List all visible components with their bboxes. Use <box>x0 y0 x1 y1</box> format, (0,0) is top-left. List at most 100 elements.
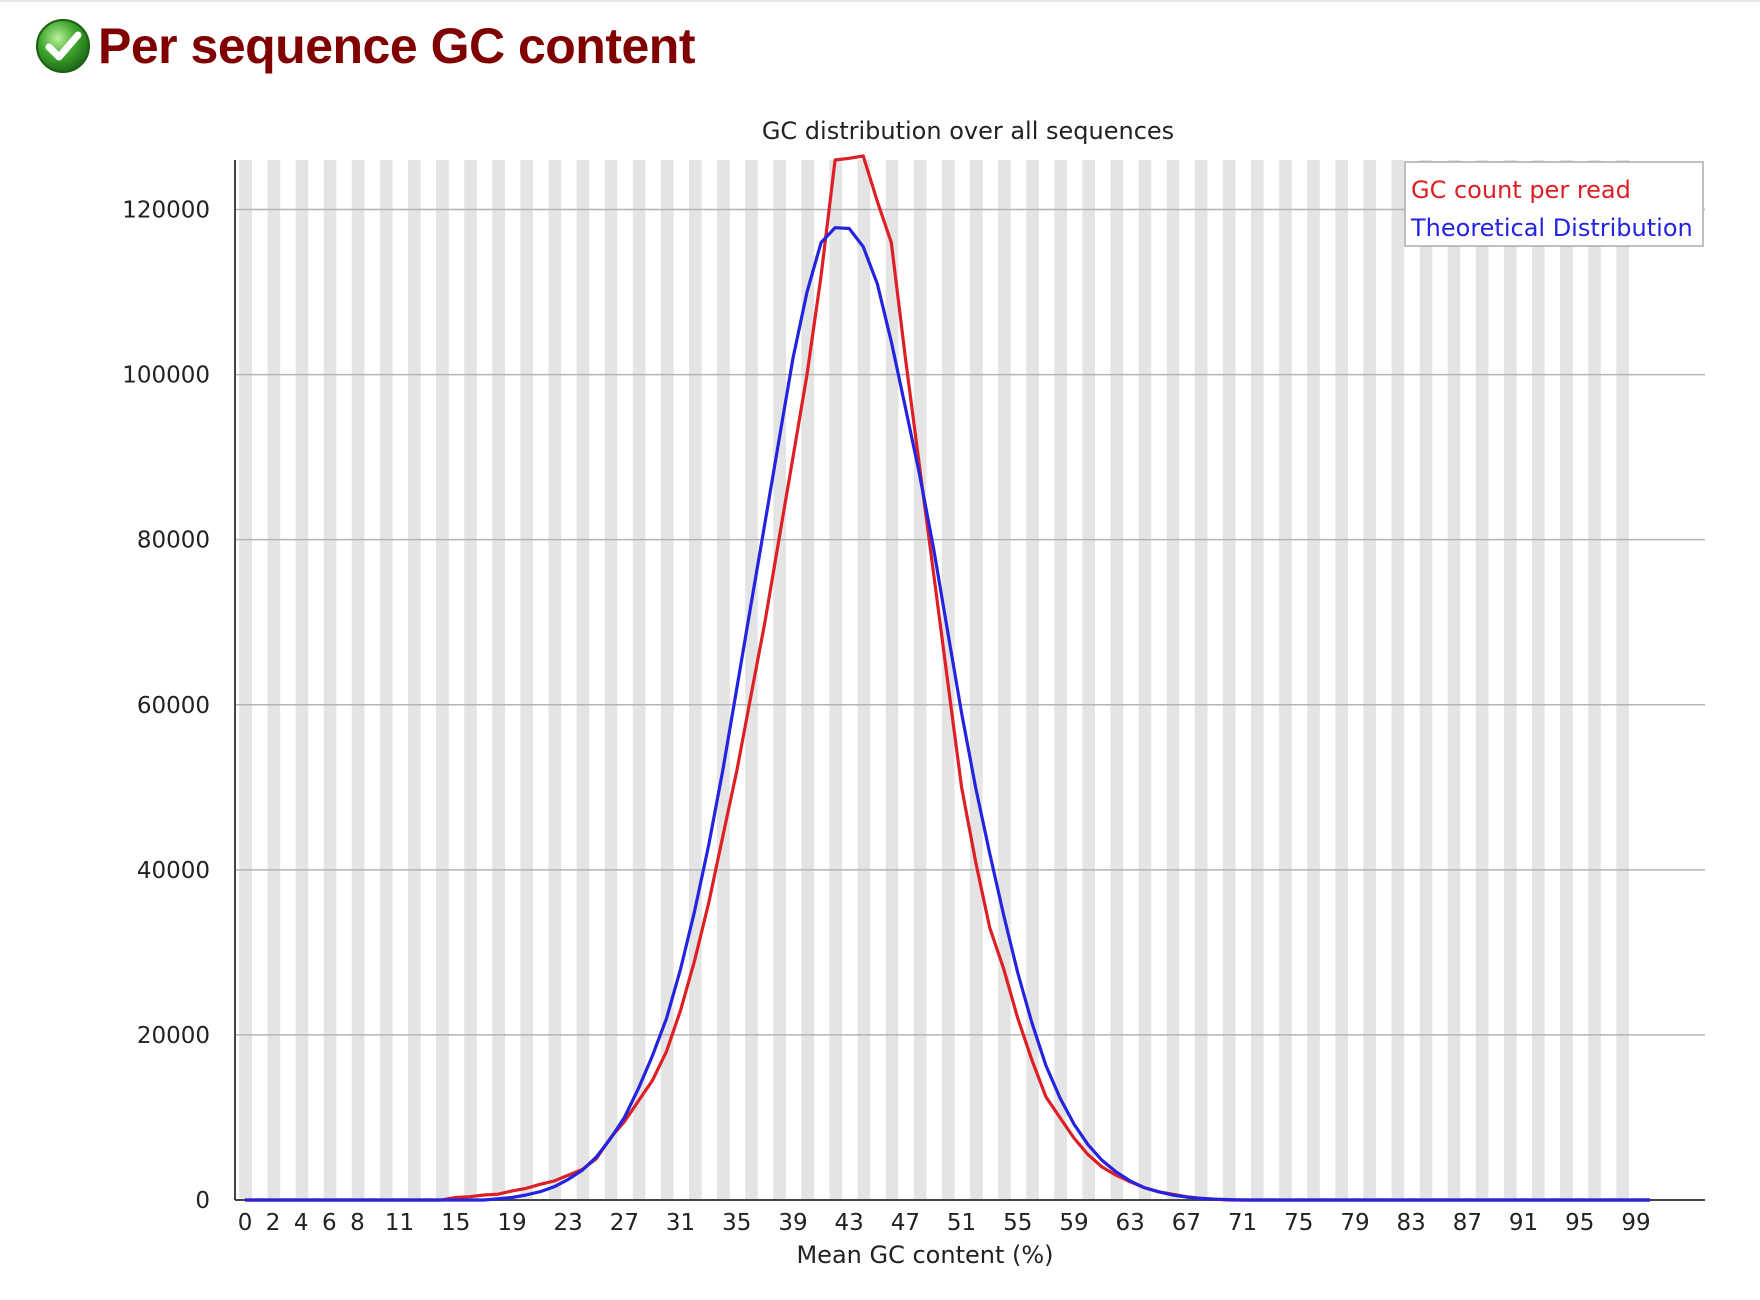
background-stripe <box>1503 160 1517 1200</box>
y-tick-label: 40000 <box>137 858 210 884</box>
background-stripe <box>464 160 477 1200</box>
x-tick-label: 8 <box>350 1210 365 1236</box>
background-stripe <box>1532 160 1545 1200</box>
background-stripe <box>323 160 337 1200</box>
x-tick-label: 91 <box>1509 1210 1538 1236</box>
background-stripe <box>689 160 702 1200</box>
x-tick-label: 95 <box>1565 1210 1594 1236</box>
background-stripe <box>1335 160 1348 1200</box>
background-stripe <box>1222 160 1236 1200</box>
background-stripe <box>239 160 253 1200</box>
background-stripe <box>408 160 421 1200</box>
series-lines <box>245 154 1650 1202</box>
y-tick-label: 120000 <box>122 198 210 224</box>
legend: GC count per read Theoretical Distributio… <box>1404 161 1704 247</box>
y-axis-ticks: 0 20000 40000 60000 80000 100000 120000 <box>122 198 210 1214</box>
x-tick-label: 51 <box>947 1210 976 1236</box>
x-tick-label: 47 <box>891 1210 920 1236</box>
background-stripe <box>913 160 927 1200</box>
background-stripe <box>885 160 899 1200</box>
x-tick-label: 87 <box>1453 1210 1482 1236</box>
background-stripe <box>1110 160 1124 1200</box>
y-tick-label: 100000 <box>122 363 210 389</box>
background-stripe <box>604 160 618 1200</box>
background-stripe <box>1166 160 1180 1200</box>
background-stripe <box>998 160 1011 1200</box>
x-tick-label: 35 <box>722 1210 751 1236</box>
background-stripe <box>773 160 786 1200</box>
x-axis-label: Mean GC content (%) <box>796 1241 1053 1269</box>
theoretical-series-line <box>245 226 1650 1202</box>
background-stripe <box>970 160 983 1200</box>
background-stripe <box>1279 160 1292 1200</box>
x-tick-label: 71 <box>1228 1210 1257 1236</box>
y-tick-label: 20000 <box>137 1023 210 1049</box>
module-header: Per sequence GC content <box>34 6 696 86</box>
x-tick-label: 67 <box>1172 1210 1201 1236</box>
background-stripe <box>379 160 393 1200</box>
background-stripe <box>1307 160 1320 1200</box>
background-stripe <box>1363 160 1377 1200</box>
x-tick-label: 19 <box>497 1210 526 1236</box>
background-stripe <box>520 160 534 1200</box>
background-stripe <box>717 160 730 1200</box>
background-stripe <box>1194 160 1208 1200</box>
check-circle-icon <box>36 19 90 73</box>
x-tick-label: 63 <box>1116 1210 1145 1236</box>
x-axis-ticks: 0 2 4 6 8 11 15 19 23 27 31 35 39 43 47 51 55 59 63 67 71 75 7… <box>238 1210 1651 1236</box>
x-tick-label: 31 <box>666 1210 695 1236</box>
top-divider <box>0 0 1760 2</box>
background-stripe <box>1391 160 1405 1200</box>
x-tick-label: 23 <box>554 1210 583 1236</box>
background-stripe <box>1588 160 1601 1200</box>
background-stripe <box>857 160 871 1200</box>
background-stripe <box>1082 160 1096 1200</box>
legend-entry: Theoretical Distribution <box>1410 214 1693 242</box>
x-tick-label: 11 <box>385 1210 414 1236</box>
background-stripe <box>267 160 281 1200</box>
background-stripe <box>1560 160 1573 1200</box>
x-tick-label: 39 <box>778 1210 807 1236</box>
background-stripes <box>239 160 1629 1200</box>
background-stripe <box>1447 160 1461 1200</box>
background-stripe <box>660 160 674 1200</box>
legend-box <box>1404 161 1704 247</box>
legend-entry: GC count per read <box>1411 176 1631 204</box>
background-stripe <box>492 160 505 1200</box>
x-tick-label: 4 <box>294 1210 309 1236</box>
x-tick-label: 55 <box>1003 1210 1032 1236</box>
x-tick-label: 15 <box>441 1210 470 1236</box>
y-tick-label: 0 <box>195 1188 210 1214</box>
x-tick-label: 75 <box>1284 1210 1313 1236</box>
background-stripe <box>1616 160 1629 1200</box>
y-tick-label: 60000 <box>137 693 210 719</box>
x-tick-label: 99 <box>1621 1210 1650 1236</box>
background-stripe <box>745 160 758 1200</box>
background-stripe <box>295 160 309 1200</box>
background-stripe <box>1251 160 1264 1200</box>
background-stripe <box>351 160 365 1200</box>
x-tick-label: 27 <box>610 1210 639 1236</box>
background-stripe <box>1026 160 1039 1200</box>
x-tick-label: 0 <box>238 1210 253 1236</box>
x-tick-label: 2 <box>266 1210 281 1236</box>
background-stripe <box>548 160 562 1200</box>
background-stripe <box>1054 160 1067 1200</box>
background-stripe <box>1138 160 1152 1200</box>
background-stripe <box>436 160 449 1200</box>
x-tick-label: 79 <box>1340 1210 1369 1236</box>
background-stripe <box>632 160 646 1200</box>
chart-title: GC distribution over all sequences <box>762 117 1174 145</box>
page-title: Per sequence GC content <box>98 18 696 74</box>
background-stripe <box>1419 160 1433 1200</box>
x-tick-label: 59 <box>1059 1210 1088 1236</box>
x-tick-label: 6 <box>322 1210 337 1236</box>
background-stripe <box>829 160 843 1200</box>
background-stripe <box>576 160 590 1200</box>
background-stripe <box>801 160 815 1200</box>
x-tick-label: 83 <box>1397 1210 1426 1236</box>
y-tick-label: 80000 <box>137 528 210 554</box>
x-tick-label: 43 <box>835 1210 864 1236</box>
background-stripe <box>1475 160 1489 1200</box>
